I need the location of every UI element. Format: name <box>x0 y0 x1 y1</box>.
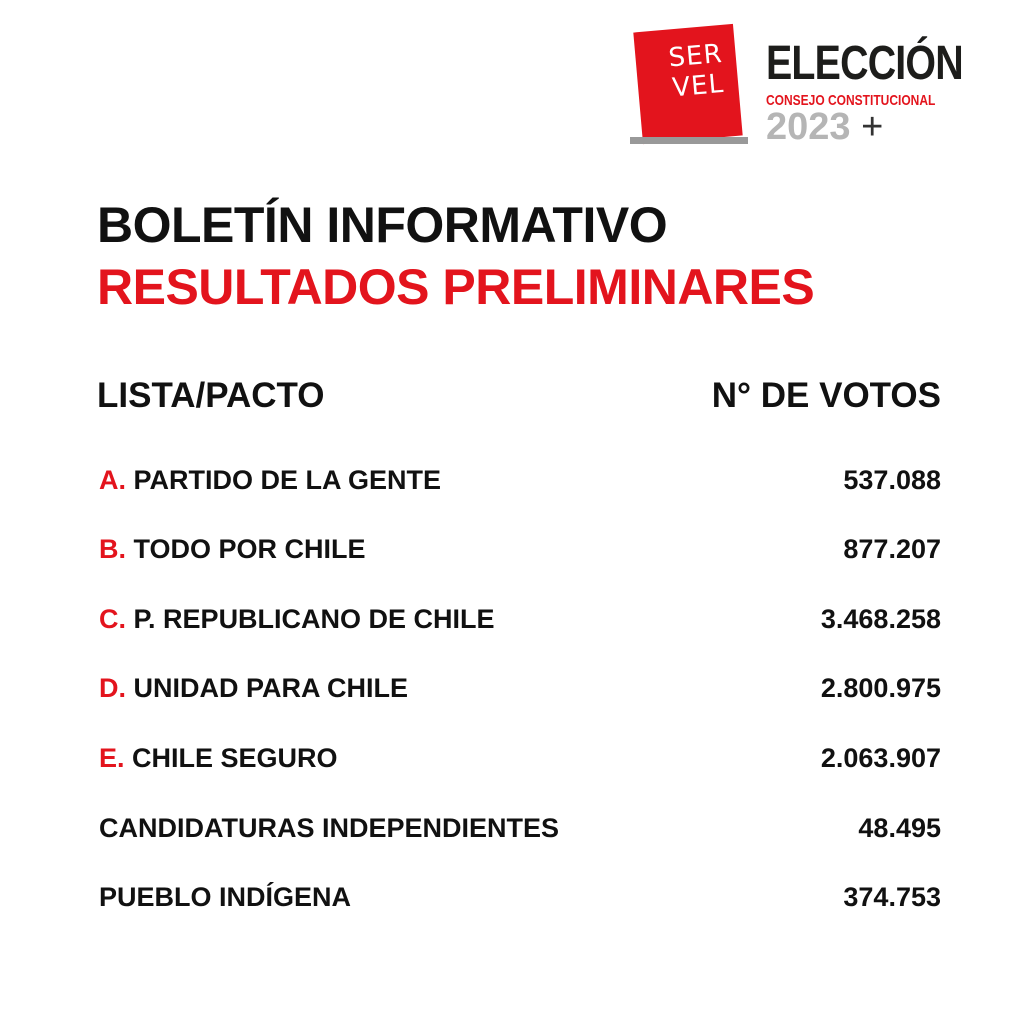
plus-icon: + <box>861 106 884 148</box>
table-row: C. P. REPUBLICANO DE CHILE 3.468.258 <box>99 599 941 639</box>
list-name: CANDIDATURAS INDEPENDIENTES <box>99 813 559 844</box>
vote-count: 2.800.975 <box>820 673 941 704</box>
vote-count: 3.468.258 <box>820 603 941 634</box>
list-name: PUEBLO INDÍGENA <box>99 882 351 913</box>
table-row: PUEBLO INDÍGENA 374.753 <box>99 878 941 918</box>
vote-count: 374.753 <box>843 882 941 913</box>
servel-election-logo: SER VEL ELECCIÓN CONSEJO CONSTITUCIONAL 2… <box>630 22 975 149</box>
list-name: D. UNIDAD PARA CHILE <box>99 673 408 704</box>
list-letter: A. <box>99 464 126 495</box>
vote-count: 48.495 <box>858 812 941 843</box>
logo-year: 2023 + <box>766 106 883 149</box>
servel-ballot-box: SER VEL <box>633 23 743 145</box>
table-row: A. PARTIDO DE LA GENTE 537.088 <box>99 460 941 500</box>
table-row: B. TODO POR CHILE 877.207 <box>99 530 941 570</box>
list-label: TODO POR CHILE <box>133 534 366 565</box>
logo-title: ELECCIÓN <box>766 37 964 90</box>
list-label: PARTIDO DE LA GENTE <box>133 464 442 495</box>
heading-line2: RESULTADOS PRELIMINARES <box>97 259 815 315</box>
list-label: CANDIDATURAS INDEPENDIENTES <box>99 812 560 843</box>
list-label: PUEBLO INDÍGENA <box>99 882 352 913</box>
vote-count: 877.207 <box>843 534 941 565</box>
list-letter: E. <box>99 742 125 773</box>
list-name: B. TODO POR CHILE <box>99 534 366 565</box>
heading-line1: BOLETÍN INFORMATIVO <box>97 197 668 253</box>
list-label: P. REPUBLICANO DE CHILE <box>133 603 495 634</box>
table-row: CANDIDATURAS INDEPENDIENTES 48.495 <box>99 808 941 848</box>
table-row: E. CHILE SEGURO 2.063.907 <box>99 738 941 778</box>
column-header-votes: N° DE VOTOS <box>711 376 941 415</box>
list-label: UNIDAD PARA CHILE <box>133 673 409 704</box>
list-letter: B. <box>99 534 126 565</box>
list-letter: D. <box>99 673 126 704</box>
list-name: E. CHILE SEGURO <box>99 743 338 774</box>
ballot-slot <box>630 137 748 144</box>
list-name: A. PARTIDO DE LA GENTE <box>99 465 441 496</box>
vote-count: 2.063.907 <box>820 742 941 773</box>
table-row: D. UNIDAD PARA CHILE 2.800.975 <box>99 669 941 709</box>
column-header-list: LISTA/PACTO <box>97 376 325 415</box>
logo-subtitle: CONSEJO CONSTITUCIONAL <box>766 92 936 109</box>
vote-count: 537.088 <box>843 464 941 495</box>
list-name: C. P. REPUBLICANO DE CHILE <box>99 604 495 635</box>
year-text: 2023 <box>766 106 851 148</box>
list-letter: C. <box>99 603 126 634</box>
list-label: CHILE SEGURO <box>132 742 338 773</box>
